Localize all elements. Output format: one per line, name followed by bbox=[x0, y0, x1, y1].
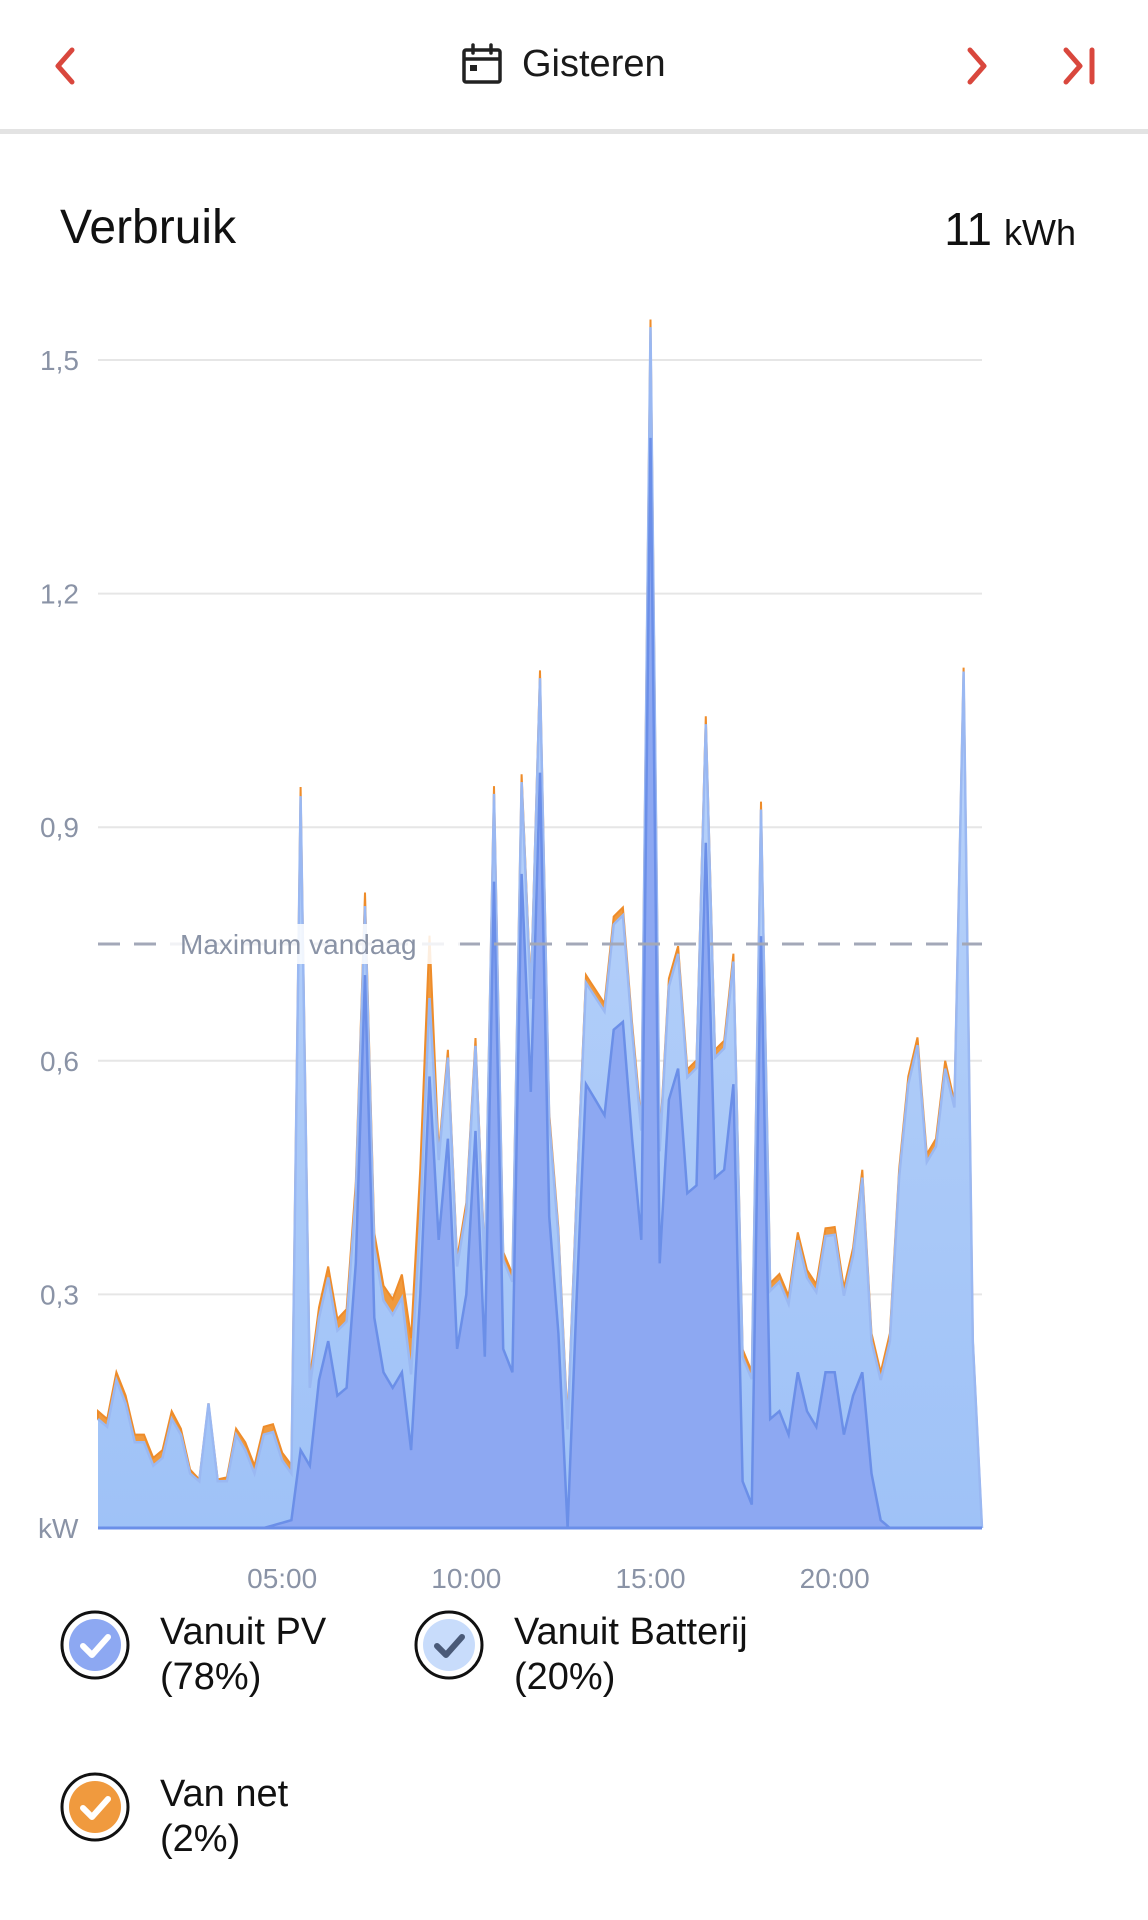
x-tick-label: 15:00 bbox=[615, 1563, 685, 1594]
chart-axes: 0,3 0,6 0,9 1,2 1,5 kW 05:00 10:00 15:00 20:00 bbox=[38, 345, 982, 1594]
x-tick-label: 20:00 bbox=[800, 1563, 870, 1594]
legend-share-grid: (2%) bbox=[160, 1818, 241, 1860]
legend-item-battery[interactable]: Vanuit Batterij (20%) bbox=[414, 1610, 748, 1700]
y-tick-label: 0,6 bbox=[40, 1046, 79, 1077]
total-unit: kWh bbox=[1004, 212, 1076, 253]
x-tick-label: 05:00 bbox=[247, 1563, 317, 1594]
reference-label-background bbox=[170, 924, 460, 964]
y-axis-unit-label: kW bbox=[38, 1513, 79, 1544]
chevron-right-icon bbox=[967, 47, 987, 85]
legend-item-grid[interactable]: Van net (2%) bbox=[60, 1772, 288, 1862]
chart-areas bbox=[97, 319, 984, 1530]
skip-to-end-icon bbox=[1063, 47, 1095, 85]
legend-item-pv[interactable]: Vanuit PV (78%) bbox=[60, 1610, 326, 1700]
y-tick-label: 0,3 bbox=[40, 1279, 79, 1310]
total-value: 11 bbox=[944, 203, 992, 255]
line-vanuit-batterij bbox=[97, 327, 984, 1529]
calendar-icon bbox=[462, 43, 502, 84]
x-tick-label: 10:00 bbox=[431, 1563, 501, 1594]
legend-label-pv: Vanuit PV bbox=[160, 1611, 327, 1653]
next-day-button[interactable] bbox=[946, 36, 1006, 96]
y-tick-label: 1,5 bbox=[40, 345, 79, 376]
checkmark-icon bbox=[60, 1772, 130, 1842]
y-tick-label: 1,2 bbox=[40, 579, 79, 610]
chevron-left-icon bbox=[55, 47, 75, 85]
legend-share-pv: (78%) bbox=[160, 1656, 262, 1698]
legend-share-battery: (20%) bbox=[514, 1656, 616, 1698]
go-to-today-button[interactable] bbox=[1052, 36, 1112, 96]
consumption-chart: Maximum vandaag 0,3 0,6 0,9 1,2 1,5 kW 05:00 10… bbox=[38, 319, 984, 1594]
total-consumption: 11 kWh bbox=[944, 202, 1076, 256]
y-tick-label: 0,9 bbox=[40, 812, 79, 843]
reference-line-group: Maximum vandaag bbox=[98, 924, 982, 964]
date-label: Gisteren bbox=[522, 42, 666, 85]
card-title: Verbruik bbox=[60, 201, 237, 254]
legend-label-battery: Vanuit Batterij bbox=[514, 1611, 748, 1653]
previous-day-button[interactable] bbox=[36, 36, 96, 96]
legend-label-grid: Van net bbox=[160, 1773, 289, 1815]
checkmark-icon bbox=[414, 1610, 484, 1680]
top-navigation-bar: Gisteren bbox=[0, 0, 1148, 134]
area-vanuit-pv bbox=[98, 437, 982, 1528]
checkmark-icon bbox=[60, 1610, 130, 1680]
date-picker-button[interactable]: Gisteren bbox=[460, 34, 666, 94]
area-vanuit-batterij bbox=[98, 327, 982, 1529]
reference-line-label: Maximum vandaag bbox=[180, 929, 417, 960]
